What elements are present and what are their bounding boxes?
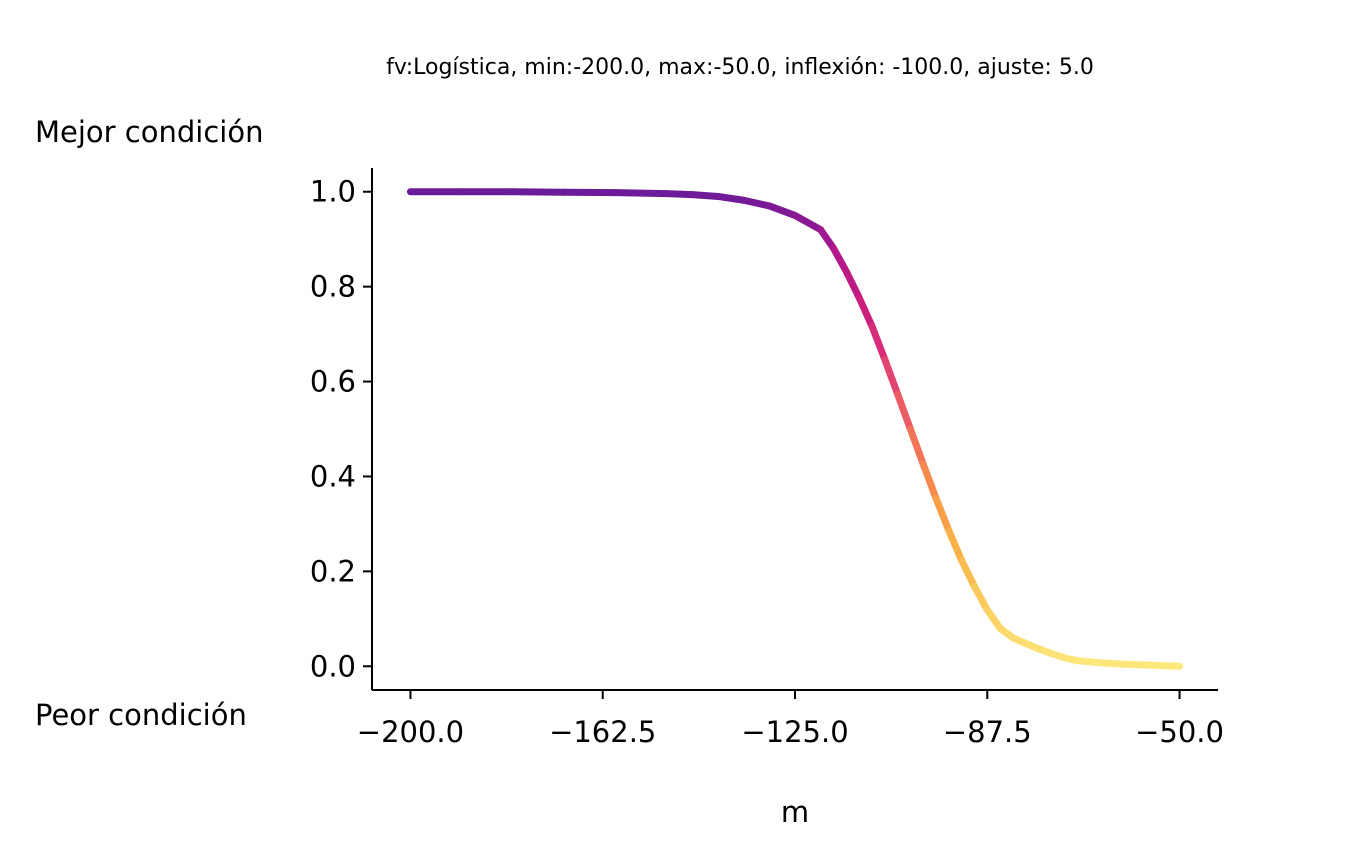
y-tick-label: 0.2 (310, 554, 356, 588)
curve-segment (881, 355, 902, 398)
curve-segment (855, 294, 876, 330)
curve-segment (663, 190, 696, 199)
curve-segment (714, 192, 748, 204)
y-tick-label: 0.4 (310, 459, 356, 493)
curve-segment (612, 189, 671, 198)
curve-segment (791, 211, 825, 234)
x-tick-label: −125.0 (741, 715, 848, 749)
curve-segment (842, 267, 863, 302)
x-ticks: −200.0 −162.5 −125.0 −87.5 −50.0 (357, 690, 1224, 749)
curve-segment (868, 322, 889, 363)
curve-segment (932, 494, 953, 535)
curve-segment (894, 390, 914, 433)
curve-segment (1150, 661, 1184, 670)
x-tick-label: −162.5 (549, 715, 656, 749)
curve-segment (970, 583, 991, 614)
y-label-best: Mejor condición (35, 115, 263, 149)
chart-title: fv:Logística, min:-200.0, max:-50.0, inf… (386, 55, 1094, 80)
curve-segment (817, 226, 837, 252)
curve-segment (1099, 659, 1132, 668)
y-tick-label: 0.6 (310, 365, 356, 399)
curve-segment (765, 202, 799, 219)
curve-segment (688, 191, 722, 200)
curve-segment (919, 460, 940, 502)
y-label-worst: Peor condición (35, 698, 247, 732)
curve-segment (1124, 660, 1158, 669)
x-axis-label: m (781, 795, 809, 829)
y-ticks: 0.0 0.2 0.4 0.6 0.8 1.0 (310, 175, 372, 683)
x-tick-label: −50.0 (1135, 715, 1224, 749)
x-tick-label: −87.5 (943, 715, 1032, 749)
curve-segment (1073, 657, 1107, 667)
y-tick-label: 0.0 (310, 649, 356, 683)
y-tick-label: 1.0 (310, 175, 356, 209)
y-tick-label: 0.8 (310, 270, 356, 304)
curve-segment (829, 244, 850, 275)
curve-segment (945, 527, 966, 564)
x-tick-label: −200.0 (357, 715, 464, 749)
curve-segment (740, 196, 773, 210)
curve-segment (906, 425, 927, 468)
series-logistic (406, 188, 1184, 670)
curve-segment (983, 606, 1004, 632)
curve-segment (958, 556, 978, 591)
